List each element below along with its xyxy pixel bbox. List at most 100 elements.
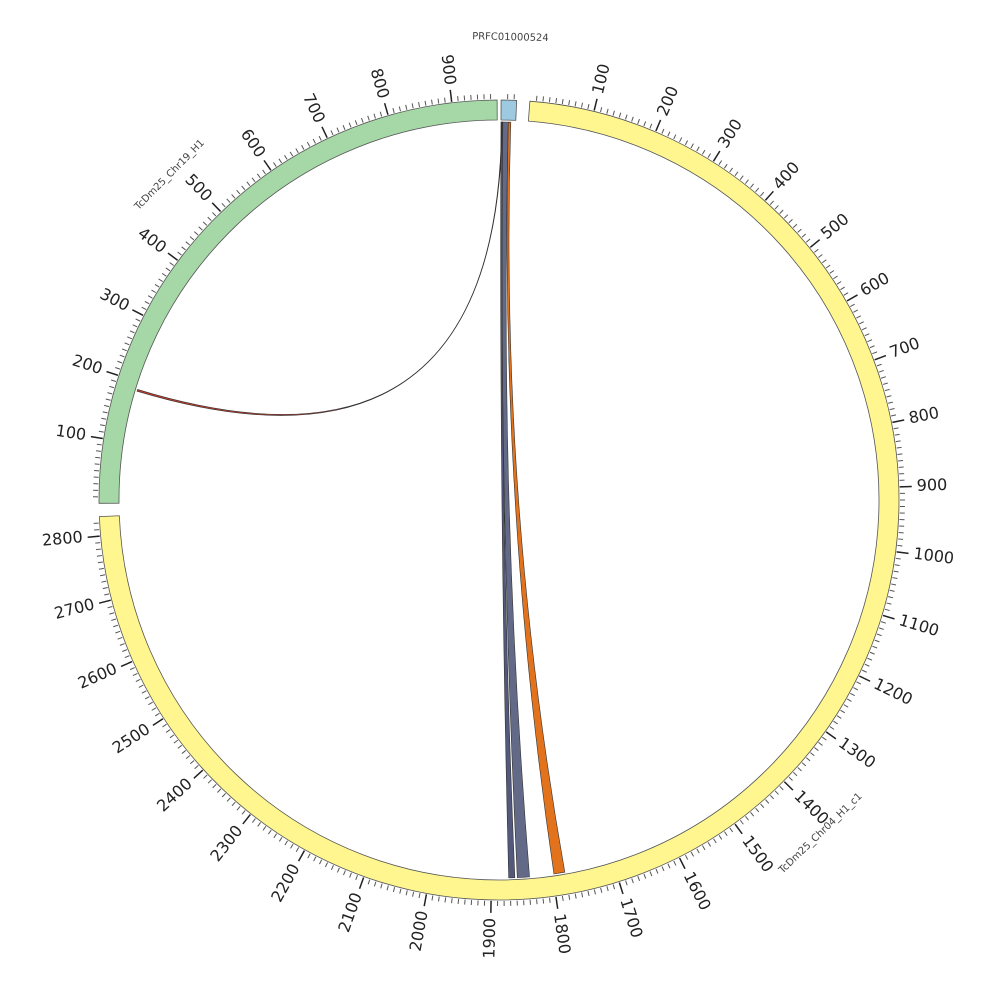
minor-tick xyxy=(330,130,334,136)
minor-tick xyxy=(278,836,283,842)
minor-tick xyxy=(853,687,859,691)
minor-tick xyxy=(859,321,864,325)
minor-tick xyxy=(424,100,427,106)
minor-tick xyxy=(135,678,141,682)
minor-tick xyxy=(684,854,689,860)
minor-tick xyxy=(888,596,894,599)
tick xyxy=(809,239,821,248)
tick xyxy=(98,599,111,604)
minor-tick xyxy=(661,866,665,872)
minor-tick xyxy=(793,771,798,777)
minor-tick xyxy=(124,655,130,659)
minor-tick xyxy=(555,98,558,104)
minor-tick xyxy=(107,392,113,395)
minor-tick xyxy=(818,254,823,258)
minor-tick xyxy=(115,366,121,370)
minor-tick xyxy=(348,122,352,128)
tick xyxy=(120,660,133,668)
tick-label: 2200 xyxy=(267,860,303,905)
minor-tick xyxy=(169,734,175,739)
minor-tick xyxy=(411,103,414,109)
minor-tick xyxy=(624,114,628,120)
minor-tick xyxy=(257,822,262,827)
minor-tick xyxy=(734,171,739,177)
minor-tick xyxy=(542,96,544,102)
minor-tick xyxy=(872,645,878,649)
minor-tick xyxy=(729,167,733,173)
minor-tick xyxy=(111,618,117,621)
tick xyxy=(132,309,144,316)
tick-label: 1200 xyxy=(871,674,916,709)
minor-tick xyxy=(124,342,130,346)
minor-tick xyxy=(165,729,171,733)
minor-tick xyxy=(765,799,770,804)
minor-tick xyxy=(755,807,760,813)
minor-tick xyxy=(102,587,108,590)
minor-tick xyxy=(246,181,251,187)
minor-tick xyxy=(217,788,222,793)
minor-tick xyxy=(797,228,802,233)
minor-tick xyxy=(581,102,584,108)
minor-tick xyxy=(829,726,835,730)
minor-tick xyxy=(833,275,838,280)
tick xyxy=(87,535,100,538)
minor-tick xyxy=(893,570,899,573)
tick-label: 1300 xyxy=(835,733,879,772)
minor-tick xyxy=(897,544,903,547)
minor-tick xyxy=(444,97,446,103)
minor-tick xyxy=(207,216,212,221)
minor-tick xyxy=(207,779,213,784)
minor-tick xyxy=(897,453,903,455)
minor-tick xyxy=(355,875,358,881)
minor-tick xyxy=(625,880,628,886)
tick-label: 100 xyxy=(54,421,87,444)
minor-tick xyxy=(221,793,226,798)
minor-tick xyxy=(129,667,135,671)
minor-tick xyxy=(805,757,811,762)
minor-tick xyxy=(861,669,867,673)
tick xyxy=(678,857,686,870)
minor-tick xyxy=(701,149,706,155)
minor-tick xyxy=(846,698,852,702)
minor-tick xyxy=(193,231,199,236)
minor-tick xyxy=(779,209,784,214)
minor-tick xyxy=(284,840,288,846)
minor-tick xyxy=(792,223,798,228)
minor-tick xyxy=(723,163,728,169)
minor-tick xyxy=(829,270,835,274)
minor-tick xyxy=(895,440,901,443)
minor-tick xyxy=(373,113,376,119)
minor-tick xyxy=(158,278,163,283)
minor-tick xyxy=(893,427,899,430)
minor-tick xyxy=(231,801,236,807)
minor-tick xyxy=(109,385,115,389)
minor-tick xyxy=(779,785,784,791)
minor-tick xyxy=(343,870,346,876)
minor-tick xyxy=(888,401,894,404)
minor-tick xyxy=(568,100,571,106)
minor-tick xyxy=(745,815,749,821)
tick xyxy=(712,150,721,162)
minor-tick xyxy=(437,896,440,902)
tick-label: 2300 xyxy=(206,821,246,865)
minor-tick xyxy=(151,707,157,711)
minor-tick xyxy=(367,115,370,121)
minor-tick xyxy=(379,111,383,117)
minor-tick xyxy=(117,636,123,640)
minor-tick xyxy=(319,859,323,865)
minor-tick xyxy=(818,742,823,746)
minor-tick xyxy=(185,755,191,760)
minor-tick xyxy=(102,411,108,414)
minor-tick xyxy=(821,259,827,264)
minor-tick xyxy=(760,803,765,809)
minor-tick xyxy=(98,567,104,570)
minor-tick xyxy=(684,140,689,146)
minor-tick xyxy=(667,863,671,869)
tick-label: 2100 xyxy=(334,890,366,935)
minor-tick xyxy=(100,574,106,577)
tick-label: 2600 xyxy=(75,659,120,693)
tick xyxy=(858,675,871,682)
minor-tick xyxy=(119,354,125,358)
minor-tick xyxy=(301,144,305,150)
